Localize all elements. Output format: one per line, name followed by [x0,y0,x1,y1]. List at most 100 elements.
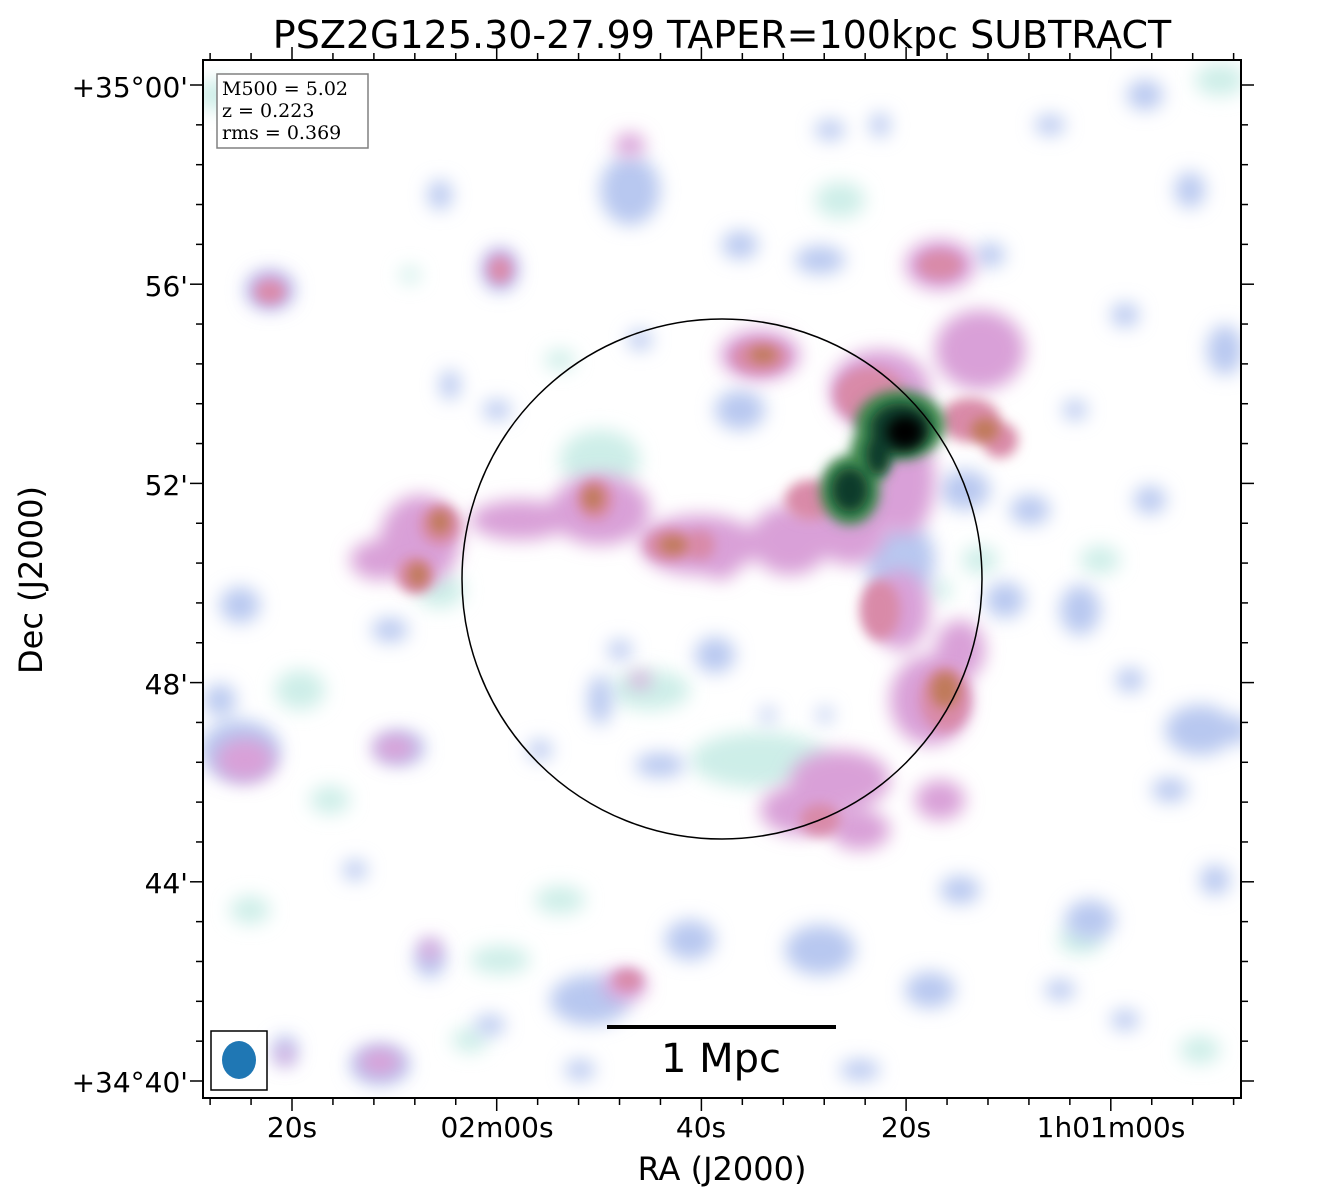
emission-blob [1063,400,1087,420]
emission-blob [750,505,830,575]
y-tick-label: 48' [145,668,188,701]
emission-blob [860,580,900,640]
emission-blob [220,587,260,623]
emission-blob [815,120,845,140]
emission-blob [695,637,735,673]
emission-blob [372,618,408,642]
emission-blob [722,231,758,259]
emission-blob [685,530,715,560]
emission-blob [400,267,420,283]
emission-blob [1165,705,1235,755]
emission-blob [815,182,865,218]
emission-blob [1065,900,1115,940]
emission-blob [1080,546,1120,574]
x-axis-label: RA (J2000) [638,1150,807,1188]
emission-blob [230,896,270,924]
emission-blob [610,670,690,710]
emission-blob [428,180,452,210]
emission-blob [785,925,855,975]
emission-blob [795,246,845,274]
emission-blob [1127,80,1163,110]
y-axis-label: Dec (J2000) [12,486,50,674]
emission-blob [608,640,632,660]
x-tick-label: 20s [881,1111,931,1144]
emission-blob [985,582,1025,618]
emission-blob [1200,865,1230,895]
emission-blob [935,620,985,680]
emission-blob [440,370,460,400]
emission-blob [1060,585,1100,635]
emission-blob [1180,1036,1220,1064]
emission-blob [490,258,510,282]
emission-blob [614,970,642,990]
emission-blob [866,435,890,475]
axis-ticks [190,47,1254,1111]
emission-blob [1152,778,1188,802]
emission-blob [915,780,965,820]
emission-blob [1010,495,1050,525]
emission-blob [215,738,275,782]
emission-blob [1134,486,1166,514]
emission-blob [940,876,980,904]
emission-blob [583,486,603,510]
beam-indicator [210,1030,268,1091]
emission-blob [665,920,715,960]
emission-blob [971,418,999,442]
emission-blob [408,563,428,587]
scale-bar: 1 Mpc [607,1025,836,1082]
emission-blob [1045,980,1075,1000]
emission-blob [275,670,325,710]
info-box: M500 = 5.02 z = 0.223 rms = 0.369 [216,73,369,149]
emission-blob [560,430,640,490]
emission-blob [430,510,450,534]
emission-blob [310,786,350,814]
emission-blob [918,251,962,279]
emission-blob [1175,172,1205,208]
emission-blob [1111,1010,1139,1030]
emission-blob [1116,668,1144,692]
emission-blob [928,580,952,600]
emission-blob [470,946,530,974]
radio-emission-map [203,64,1241,1085]
x-tick-label: 1h01m00s [1037,1111,1186,1144]
emission-blob [962,546,998,574]
emission-blob [475,1015,505,1035]
emission-blob [256,282,284,302]
emission-blob [452,1028,488,1052]
emission-blob [840,1060,880,1080]
emission-blob [975,243,1005,267]
emission-blob [749,347,777,363]
emission-blob [277,1045,293,1065]
emission-blob [931,672,959,708]
emission-blob [470,500,570,540]
emission-blob [905,972,955,1008]
x-tick-label: 02m00s [440,1111,553,1144]
y-tick-label: 56' [145,270,188,303]
emission-blob [528,740,552,760]
y-tick-label: 44' [145,867,188,900]
emission-blob [545,350,575,370]
emission-blob [635,753,685,777]
emission-blob [630,672,650,688]
emission-blob [1195,64,1241,96]
x-tick-label: 20s [267,1111,317,1144]
emission-blob [204,684,236,716]
y-tick-label: +35°00' [72,71,188,104]
emission-blob [935,310,1025,390]
emission-blob [832,468,868,512]
emission-blob [715,390,765,430]
r500-circle [461,318,983,840]
scale-bar-label: 1 Mpc [661,1036,781,1082]
emission-blob [600,155,660,225]
chart-title: PSZ2G125.30-27.99 TAPER=100kpc SUBTRACT [273,13,1172,57]
info-redshift: z = 0.223 [222,100,314,122]
emission-blob [350,540,410,580]
emission-blob [343,860,367,880]
emission-blob [817,707,833,723]
emission-blob [615,133,645,157]
x-tick-label: 40s [676,1111,726,1144]
info-rms: rms = 0.369 [222,122,341,144]
y-tick-label: +34°40' [72,1066,188,1099]
emission-blob [1111,303,1139,327]
emission-blob [760,707,776,723]
